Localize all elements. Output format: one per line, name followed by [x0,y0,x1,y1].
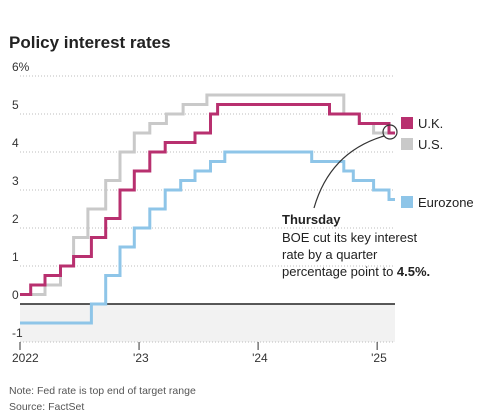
y-tick-label: 6% [12,60,30,74]
series-line-eurozone [20,150,395,325]
series-lines [20,93,395,325]
annotation-leader-line [313,135,385,209]
series-line-u-k [20,103,395,296]
annotation-rate-value: 4.5%. [397,264,430,279]
annotation-line-3-text: percentage point to [282,264,397,279]
y-tick-label: -1 [12,326,23,340]
x-axis-ticks: 2022 '23 '24 '25 [12,342,387,365]
legend-swatch-us [401,138,413,150]
x-tick-label: '23 [133,351,149,365]
annotation-line-3: percentage point to 4.5%. [282,264,430,279]
y-tick-label: 0 [12,288,19,302]
annotation-heading: Thursday [282,212,341,227]
annotation: Thursday BOE cut its key interest rate b… [282,124,430,279]
y-tick-label: 5 [12,98,19,112]
legend-swatch-eurozone [401,196,413,208]
legend-label-uk: U.K. [418,116,443,131]
legend-label-eurozone: Eurozone [418,195,474,210]
y-axis-ticks: 6% 5 4 3 2 1 0 -1 [12,60,30,340]
y-tick-label: 3 [12,174,19,188]
legend: U.K. U.S. Eurozone [401,116,474,210]
x-tick-label: '24 [252,351,268,365]
grid-lines [20,75,395,343]
legend-swatch-uk [401,117,413,129]
y-tick-label: 2 [12,212,19,226]
y-tick-label: 1 [12,250,19,264]
chart-source: Source: FactSet [9,401,84,413]
annotation-marker [382,124,398,140]
legend-label-us: U.S. [418,137,443,152]
x-tick-label: 2022 [12,351,39,365]
chart-note: Note: Fed rate is top end of target rang… [9,385,196,397]
y-tick-label: 4 [12,136,19,150]
chart-title: Policy interest rates [9,33,171,52]
annotation-line-2: rate by a quarter [282,247,378,262]
x-tick-label: '25 [371,351,387,365]
annotation-line-1: BOE cut its key interest [282,230,417,245]
